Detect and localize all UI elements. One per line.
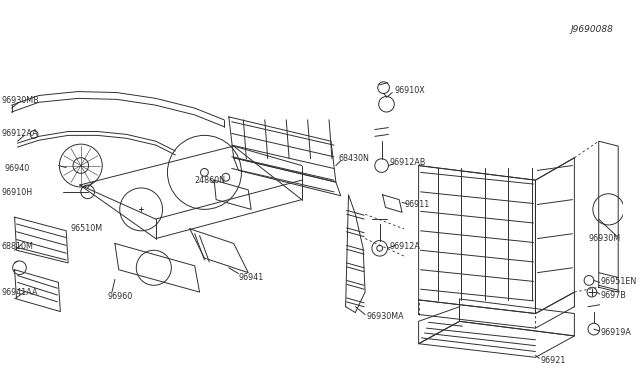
Text: 96910H: 96910H (2, 188, 33, 197)
Text: 96919A: 96919A (601, 327, 632, 337)
Text: 96910X: 96910X (394, 86, 425, 95)
Text: 24860N: 24860N (195, 176, 226, 185)
Text: 96911: 96911 (404, 200, 429, 209)
Text: 68810M: 68810M (2, 242, 34, 251)
Text: 68430N: 68430N (339, 154, 370, 163)
Text: 96921: 96921 (540, 356, 566, 365)
Text: 9697B: 9697B (601, 291, 627, 299)
Text: 96940: 96940 (5, 164, 30, 173)
Text: 96912AB: 96912AB (389, 158, 426, 167)
Text: 96941: 96941 (239, 273, 264, 282)
Text: 96960: 96960 (107, 292, 132, 301)
Text: J9690088: J9690088 (570, 25, 613, 34)
Circle shape (377, 246, 383, 251)
Text: 96951EN: 96951EN (601, 277, 637, 286)
Text: 96912AA: 96912AA (2, 129, 38, 138)
Text: 96930MB: 96930MB (2, 96, 40, 105)
Text: 96941AA: 96941AA (2, 288, 38, 296)
Text: 96930M: 96930M (589, 234, 621, 243)
Text: 96912A: 96912A (389, 242, 420, 251)
Circle shape (200, 169, 209, 176)
Text: 96510M: 96510M (70, 224, 102, 233)
Text: 96930MA: 96930MA (366, 312, 404, 321)
Circle shape (30, 131, 38, 138)
Circle shape (222, 173, 230, 181)
